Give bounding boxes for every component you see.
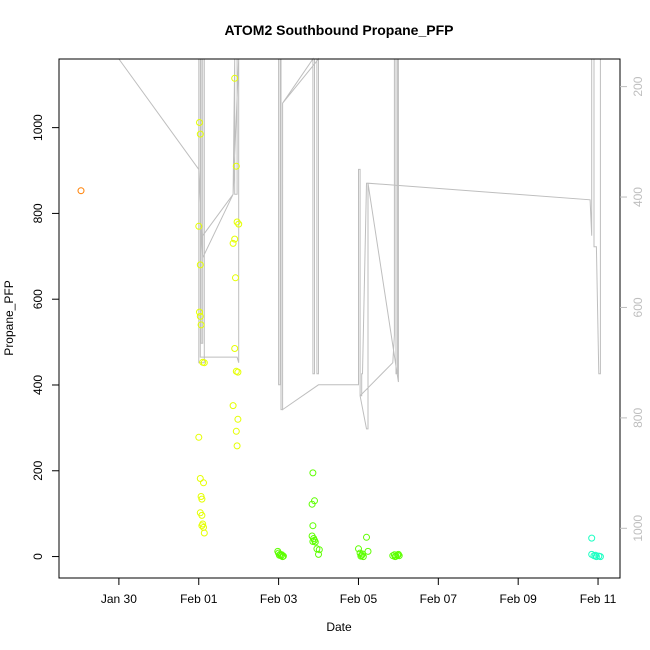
data-point [229, 239, 237, 247]
y-tick-label: 0 [31, 553, 45, 560]
data-point [233, 442, 241, 450]
data-point [196, 130, 204, 138]
data-point [315, 550, 322, 558]
x-tick-label: Feb 05 [340, 592, 378, 606]
y-right-tick-label: 600 [631, 297, 645, 317]
data-point [195, 222, 203, 230]
y-right-tick-label: 1000 [631, 515, 645, 542]
x-tick-label: Feb 11 [580, 592, 617, 606]
x-axis-label: Date [326, 620, 352, 634]
data-point [198, 522, 206, 530]
data-point [358, 551, 366, 559]
data-point [196, 261, 204, 269]
data-point [311, 538, 319, 546]
data-point [359, 550, 366, 558]
data-point [357, 552, 365, 560]
data-point [232, 162, 240, 170]
data-points [77, 74, 604, 561]
data-point [234, 368, 242, 376]
data-point [198, 495, 206, 503]
data-point [355, 545, 362, 553]
altitude-track [118, 57, 602, 430]
data-point [395, 552, 403, 560]
chart-title: ATOM2 Southbound Propane_PFP [225, 22, 454, 38]
x-tick-label: Feb 03 [260, 592, 298, 606]
data-point [200, 359, 208, 367]
y-right-tick-label: 400 [631, 187, 645, 207]
data-point [232, 274, 239, 282]
data-point [195, 433, 203, 441]
data-point [308, 500, 316, 508]
y-right-tick-label: 200 [631, 76, 645, 96]
data-point [231, 74, 239, 82]
x-tick-label: Feb 07 [420, 592, 458, 606]
plot-frame [58, 58, 621, 579]
data-point [309, 469, 317, 477]
data-point [588, 534, 596, 542]
y-tick-label: 1000 [31, 114, 45, 141]
data-point [309, 522, 317, 530]
data-point [596, 553, 604, 561]
data-point [77, 187, 85, 195]
y-right-tick-label: 800 [631, 408, 645, 428]
data-point [200, 529, 208, 537]
data-point [231, 235, 239, 243]
data-point [198, 511, 206, 519]
y-axis-right: 200 400 600 800 1000 [620, 76, 645, 542]
data-point [231, 345, 239, 352]
data-point [196, 475, 204, 482]
data-point [233, 218, 241, 226]
x-axis: Jan 30 Feb 01 Feb 03 Feb 05 Feb 07 Feb 09 Feb … [101, 578, 617, 606]
data-point [196, 312, 204, 320]
data-point [279, 552, 287, 560]
data-point [197, 321, 205, 329]
y-tick-label: 400 [31, 375, 45, 395]
data-point [364, 547, 372, 555]
data-point [363, 533, 370, 541]
x-tick-label: Feb 09 [500, 592, 538, 606]
data-point [232, 427, 240, 435]
data-point [200, 479, 207, 487]
y-axis-label: Propane_PFP [2, 280, 16, 355]
data-point [278, 551, 286, 559]
data-point [235, 220, 243, 228]
data-point [391, 553, 399, 561]
y-tick-label: 600 [31, 289, 45, 309]
data-point [592, 551, 600, 559]
data-point [315, 546, 323, 554]
data-point [196, 119, 203, 126]
data-point [229, 402, 237, 410]
data-point [196, 308, 203, 316]
data-point [234, 415, 242, 423]
y-tick-label: 200 [31, 460, 45, 480]
y-tick-label: 800 [31, 203, 45, 223]
x-tick-label: Feb 01 [180, 592, 218, 606]
x-tick-label: Jan 30 [101, 592, 137, 606]
y-axis: 0 200 400 600 800 1000 [31, 114, 59, 560]
track-line [118, 57, 602, 430]
